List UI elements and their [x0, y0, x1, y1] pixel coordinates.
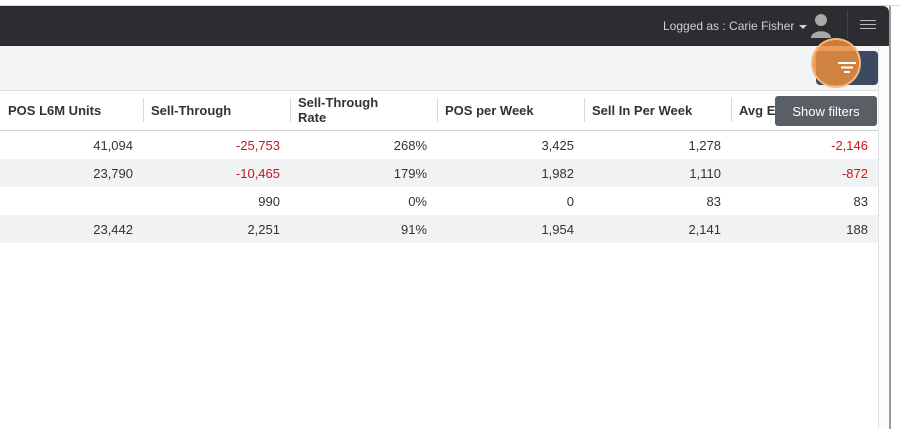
column-header-avg[interactable]: Avg E [731, 90, 878, 131]
hamburger-icon[interactable] [860, 20, 876, 30]
logged-as-label: Logged as : Carie Fisher [663, 19, 795, 33]
table-row[interactable]: 990 0% 0 83 83 [0, 187, 878, 215]
user-icon[interactable] [810, 12, 832, 38]
column-separator [731, 98, 732, 122]
cell-avg: -2,146 [831, 137, 868, 153]
menu-line [860, 28, 876, 29]
cell-sell-in-week: 2,141 [584, 215, 731, 243]
cell-avg: -872 [731, 159, 878, 187]
column-header-sell-in-per-week[interactable]: Sell In Per Week [584, 90, 731, 131]
cell-rate: 0% [408, 193, 427, 209]
browser-edge [0, 0, 900, 6]
cell-pos-week: 1,954 [437, 215, 584, 243]
column-label: Sell-Through Rate [298, 95, 379, 125]
column-label: POS per Week [445, 102, 534, 118]
navbar-divider [847, 10, 848, 38]
table-row[interactable]: 41,094 -25,753 268% 3,425 1,278 -2,146 [0, 131, 878, 160]
cell-sell-through: -25,753 [235, 137, 280, 153]
cell-pos-l6m: 23,442 [0, 215, 143, 243]
column-label: Avg E [739, 102, 776, 118]
cell-sell-in-week: 83 [706, 193, 721, 209]
menu-line [860, 20, 876, 21]
cell-pos-week: 1,982 [437, 159, 584, 187]
column-label: Sell In Per Week [592, 102, 693, 118]
cell-sell-through: -10,465 [143, 159, 290, 187]
column-header-pos-per-week[interactable]: POS per Week [437, 90, 584, 131]
column-separator [437, 98, 438, 122]
table-row[interactable]: 23,790 -10,465 179% 1,982 1,110 -872 [0, 159, 878, 187]
data-table: POS L6M Units Sell-Through Sell-Through … [0, 90, 878, 243]
column-header-sell-through[interactable]: Sell-Through [143, 90, 290, 131]
table-row[interactable]: 23,442 2,251 91% 1,954 2,141 188 [0, 215, 878, 243]
user-menu[interactable]: Logged as : Carie Fisher [663, 19, 808, 33]
column-header-pos-l6m-units[interactable]: POS L6M Units [0, 90, 143, 131]
cell-pos-week: 0 [566, 193, 574, 209]
column-header-sell-through-rate[interactable]: Sell-Through Rate [290, 90, 437, 131]
vertical-scrollbar[interactable] [878, 46, 891, 429]
column-separator [290, 98, 291, 122]
cell-rate: 268% [393, 137, 427, 153]
table-header-row: POS L6M Units Sell-Through Sell-Through … [0, 90, 878, 131]
menu-line [860, 24, 876, 25]
column-label: POS L6M Units [8, 102, 102, 118]
filter-icon[interactable] [836, 59, 858, 75]
cell-pos-l6m: 41,094 [93, 137, 133, 153]
cell-sell-through: 990 [258, 193, 280, 209]
cell-avg: 188 [731, 215, 878, 243]
column-separator [584, 98, 585, 122]
cell-sell-through: 2,251 [143, 215, 290, 243]
caret-down-icon [799, 24, 808, 29]
cell-pos-l6m: 23,790 [0, 159, 143, 187]
column-separator [143, 98, 144, 122]
window-edge [889, 6, 891, 429]
cell-sell-in-week: 1,278 [688, 137, 721, 153]
cell-pos-l6m [0, 187, 143, 215]
cell-pos-week: 3,425 [541, 137, 574, 153]
cell-sell-in-week: 1,110 [584, 159, 731, 187]
column-label: Sell-Through [151, 102, 232, 118]
toolbar [0, 46, 878, 91]
cell-rate: 179% [290, 159, 437, 187]
cell-avg: 83 [853, 193, 868, 209]
top-navbar: Logged as : Carie Fisher [0, 6, 889, 46]
cell-rate: 91% [290, 215, 437, 243]
